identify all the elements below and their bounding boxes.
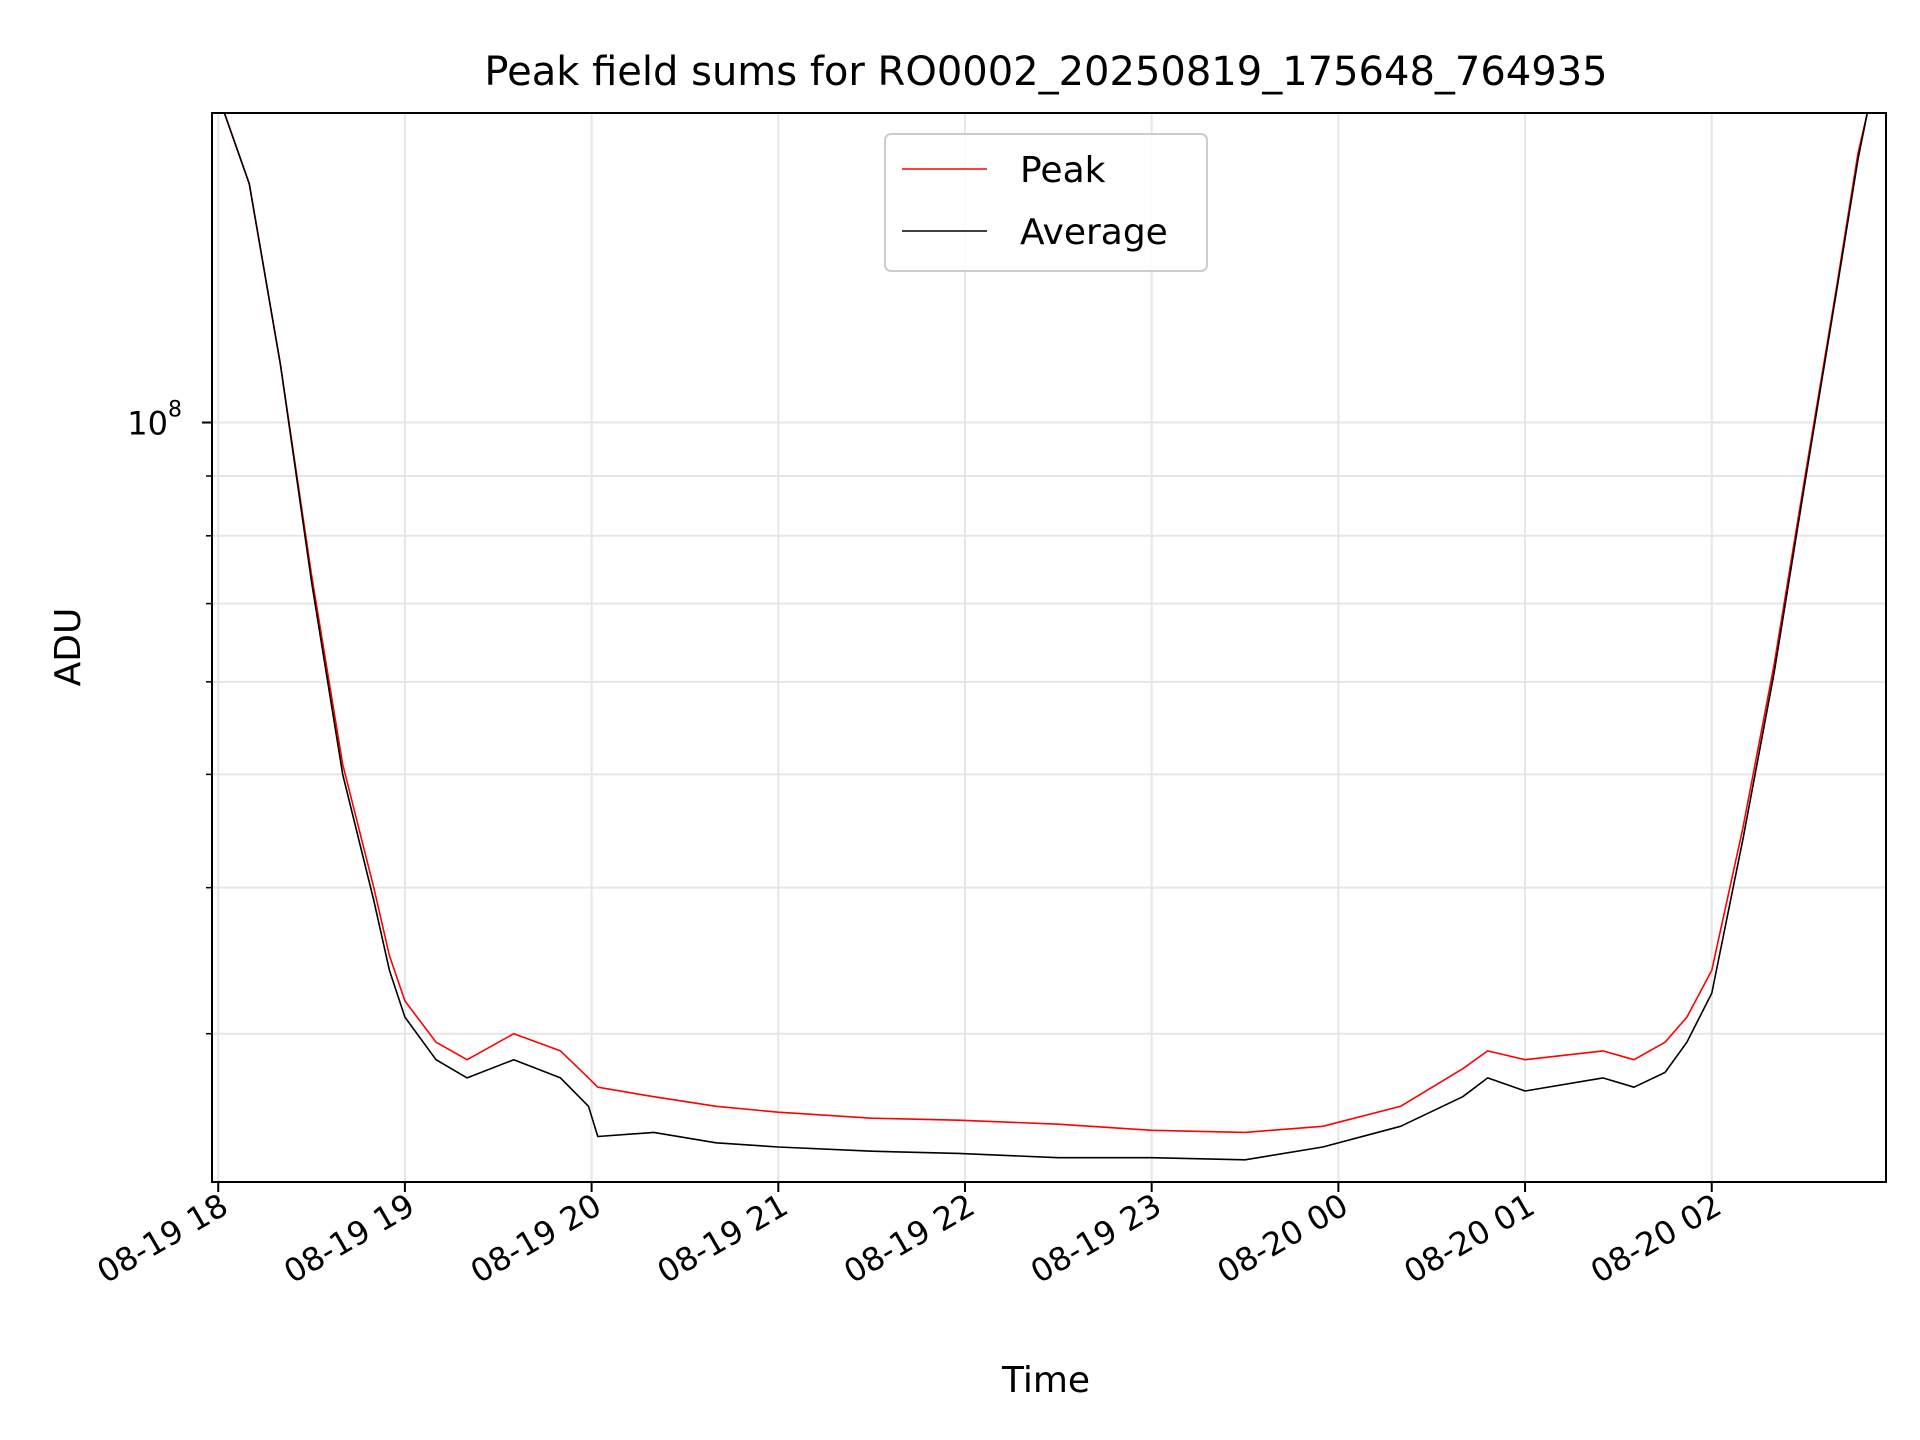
y-axis: 10 8 — [127, 398, 212, 1035]
y-tick-exponent: 8 — [168, 398, 182, 423]
y-tick-label: 10 — [127, 405, 168, 443]
y-axis-label: ADU — [48, 608, 89, 687]
legend-label-average: Average — [1020, 212, 1168, 253]
chart-title: Peak field sums for RO0002_20250819_1756… — [484, 49, 1607, 95]
series-lines — [212, 112, 1886, 1161]
series-line-average — [212, 112, 1886, 1161]
series-line-peak — [212, 112, 1886, 1134]
grid — [212, 113, 1886, 1182]
legend-label-peak: Peak — [1020, 150, 1106, 191]
plot-frame — [211, 112, 1887, 1183]
legend: Peak Average — [884, 133, 1208, 272]
x-axis-label: Time — [1001, 1360, 1090, 1401]
